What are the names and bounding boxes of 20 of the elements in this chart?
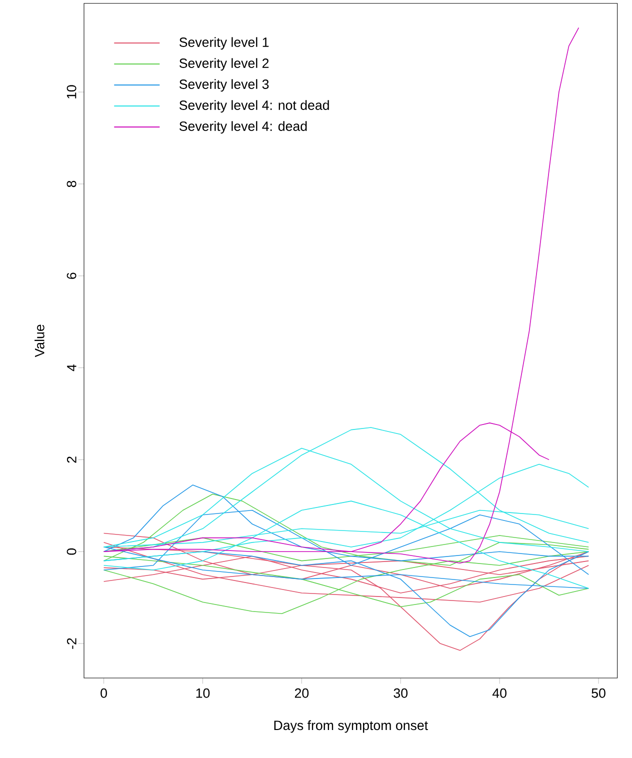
y-tick-label: 0 — [66, 548, 76, 555]
legend-label: Severity level 4: dead — [179, 121, 307, 134]
x-axis-title: Days from symptom onset — [274, 720, 428, 733]
x-tick-label: 0 — [100, 688, 107, 698]
legend-label: Severity level 3 — [179, 79, 269, 92]
y-tick-label: 8 — [66, 180, 76, 188]
legend-label: Severity level 1 — [179, 37, 269, 50]
x-tick-label: 10 — [196, 688, 210, 698]
y-tick-label: -2 — [66, 638, 76, 649]
x-tick-label: 20 — [294, 688, 309, 698]
y-tick-label: 4 — [67, 364, 76, 372]
y-tick-label: 6 — [66, 272, 76, 279]
x-tick-label: 30 — [394, 688, 408, 698]
x-tick-label: 50 — [592, 688, 606, 698]
y-tick-label: 10 — [66, 85, 76, 98]
legend-label: Severity level 2 — [179, 58, 269, 71]
y-axis-title: Value — [34, 324, 44, 358]
y-tick-label: 2 — [66, 456, 76, 463]
x-tick-label: 40 — [492, 688, 506, 698]
legend-label: Severity level 4: not dead — [179, 100, 329, 113]
